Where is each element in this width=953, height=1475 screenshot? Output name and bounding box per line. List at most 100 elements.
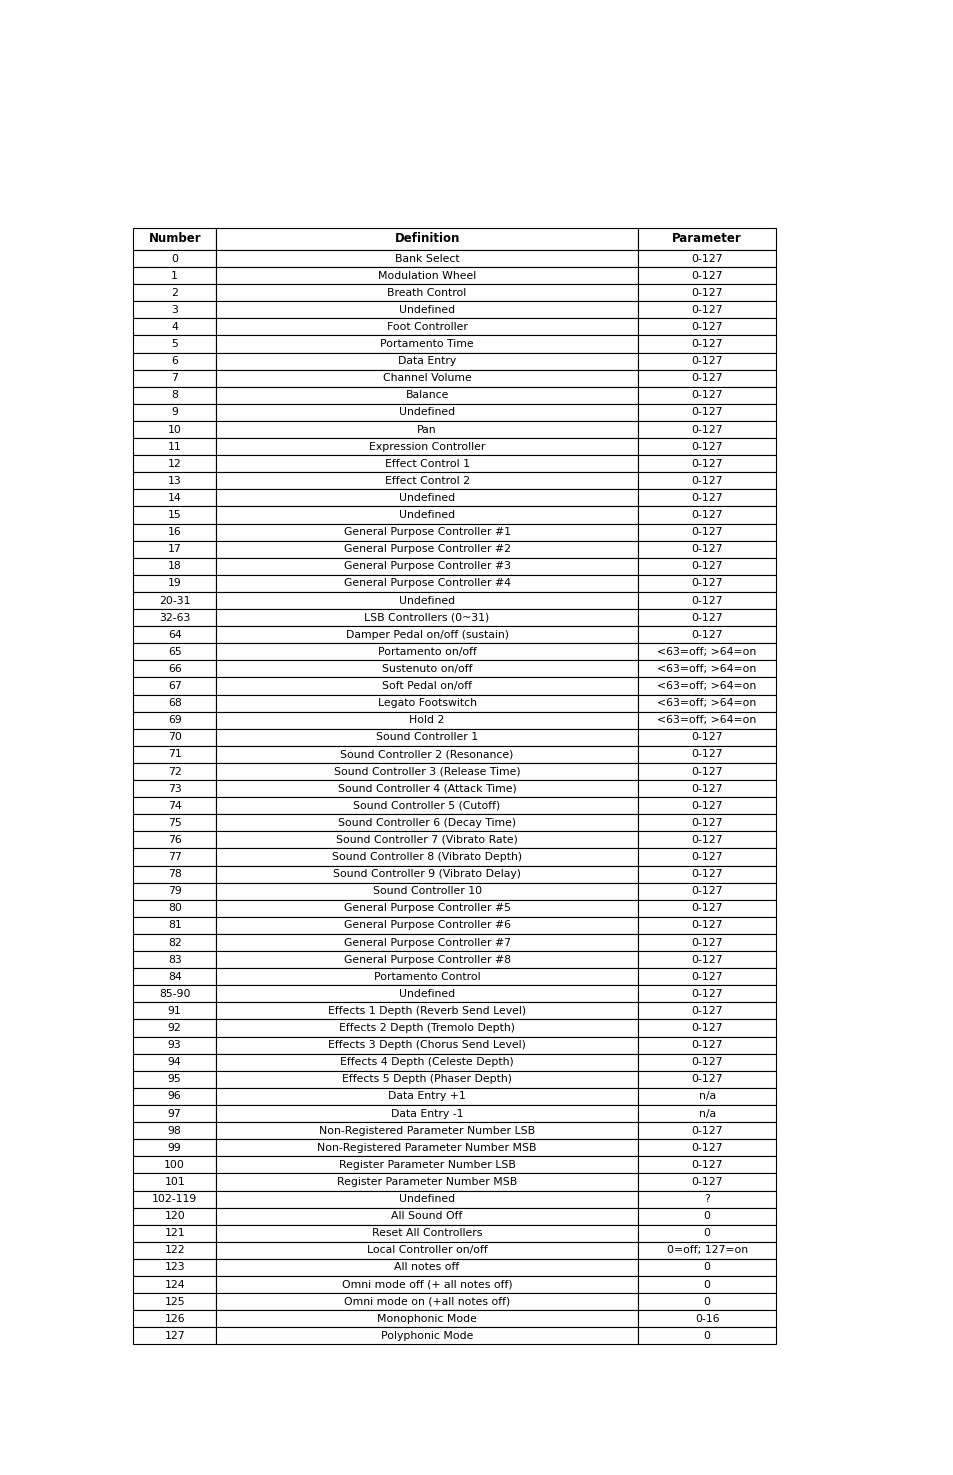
Text: 14: 14 (168, 493, 181, 503)
Bar (638, 472, 776, 490)
Text: 71: 71 (168, 749, 181, 760)
Text: Sound Controller 9 (Vibrato Delay): Sound Controller 9 (Vibrato Delay) (333, 869, 520, 879)
Text: 12: 12 (168, 459, 181, 469)
Text: 81: 81 (168, 920, 181, 931)
Text: Foot Controller: Foot Controller (386, 322, 467, 332)
Text: Effects 2 Depth (Tremolo Depth): Effects 2 Depth (Tremolo Depth) (338, 1024, 515, 1032)
Bar (638, 1258, 776, 1276)
Text: <63=off; >64=on: <63=off; >64=on (657, 698, 756, 708)
Text: 0-127: 0-127 (691, 254, 722, 264)
Bar (132, 370, 216, 386)
Text: Modulation Wheel: Modulation Wheel (377, 270, 476, 280)
Bar (132, 627, 216, 643)
Text: 0-127: 0-127 (691, 270, 722, 280)
Bar (132, 456, 216, 472)
Bar (132, 1105, 216, 1122)
Bar (132, 882, 216, 900)
Bar (638, 353, 776, 370)
Text: 101: 101 (164, 1177, 185, 1187)
Text: 0: 0 (703, 1279, 710, 1289)
Text: 0-127: 0-127 (691, 391, 722, 400)
Bar (132, 763, 216, 780)
Text: Monophonic Mode: Monophonic Mode (376, 1314, 476, 1323)
Bar (132, 404, 216, 420)
Text: Effect Control 2: Effect Control 2 (384, 476, 469, 485)
Text: 0-127: 0-127 (691, 1024, 722, 1032)
Text: 19: 19 (168, 578, 181, 589)
Text: 1: 1 (172, 270, 178, 280)
Text: Local Controller on/off: Local Controller on/off (366, 1245, 487, 1255)
Text: Undefined: Undefined (398, 1195, 455, 1204)
Bar (638, 420, 776, 438)
Bar (216, 319, 638, 335)
Text: ?: ? (703, 1195, 709, 1204)
Text: 99: 99 (168, 1143, 181, 1153)
Bar (216, 285, 638, 301)
Text: 78: 78 (168, 869, 181, 879)
Text: n/a: n/a (698, 1109, 715, 1118)
Bar (638, 591, 776, 609)
Bar (132, 1242, 216, 1258)
Text: General Purpose Controller #2: General Purpose Controller #2 (343, 544, 510, 555)
Text: 127: 127 (164, 1330, 185, 1341)
Text: Omni mode off (+ all notes off): Omni mode off (+ all notes off) (341, 1279, 512, 1289)
Text: Undefined: Undefined (398, 407, 455, 417)
Bar (132, 1071, 216, 1089)
Text: 0: 0 (703, 1229, 710, 1238)
Text: Sound Controller 3 (Release Time): Sound Controller 3 (Release Time) (334, 767, 520, 776)
Text: 82: 82 (168, 938, 181, 947)
Text: 0-127: 0-127 (691, 817, 722, 827)
Text: 4: 4 (172, 322, 178, 332)
Bar (132, 229, 216, 249)
Bar (132, 1258, 216, 1276)
Bar (216, 1276, 638, 1294)
Text: Omni mode on (+all notes off): Omni mode on (+all notes off) (344, 1297, 510, 1307)
Bar (216, 848, 638, 866)
Text: 92: 92 (168, 1024, 181, 1032)
Text: 72: 72 (168, 767, 181, 776)
Text: All notes off: All notes off (395, 1263, 459, 1273)
Bar (638, 729, 776, 746)
Bar (216, 1258, 638, 1276)
Text: 18: 18 (168, 562, 181, 571)
Text: 0-127: 0-127 (691, 544, 722, 555)
Bar (216, 301, 638, 319)
Text: 122: 122 (164, 1245, 185, 1255)
Bar (638, 1190, 776, 1208)
Text: General Purpose Controller #8: General Purpose Controller #8 (343, 954, 510, 965)
Bar (132, 524, 216, 541)
Text: 0-127: 0-127 (691, 476, 722, 485)
Bar (638, 609, 776, 627)
Text: 95: 95 (168, 1074, 181, 1084)
Bar (638, 661, 776, 677)
Text: 32-63: 32-63 (159, 612, 191, 622)
Text: n/a: n/a (698, 1092, 715, 1102)
Bar (638, 677, 776, 695)
Bar (638, 1122, 776, 1139)
Text: <63=off; >64=on: <63=off; >64=on (657, 681, 756, 692)
Bar (638, 1089, 776, 1105)
Bar (132, 1122, 216, 1139)
Text: 74: 74 (168, 801, 181, 811)
Text: 0-127: 0-127 (691, 305, 722, 314)
Text: 0-127: 0-127 (691, 339, 722, 350)
Bar (216, 506, 638, 524)
Text: Parameter: Parameter (672, 233, 741, 245)
Text: 0-127: 0-127 (691, 783, 722, 794)
Bar (216, 661, 638, 677)
Text: 91: 91 (168, 1006, 181, 1016)
Bar (216, 1071, 638, 1089)
Text: 0-127: 0-127 (691, 954, 722, 965)
Text: 0-127: 0-127 (691, 288, 722, 298)
Bar (638, 848, 776, 866)
Bar (216, 1190, 638, 1208)
Text: 0-127: 0-127 (691, 767, 722, 776)
Bar (638, 438, 776, 456)
Bar (132, 917, 216, 934)
Bar (216, 627, 638, 643)
Bar (132, 1089, 216, 1105)
Text: 15: 15 (168, 510, 181, 521)
Text: 94: 94 (168, 1058, 181, 1068)
Text: Sound Controller 10: Sound Controller 10 (373, 886, 481, 897)
Text: 69: 69 (168, 715, 181, 726)
